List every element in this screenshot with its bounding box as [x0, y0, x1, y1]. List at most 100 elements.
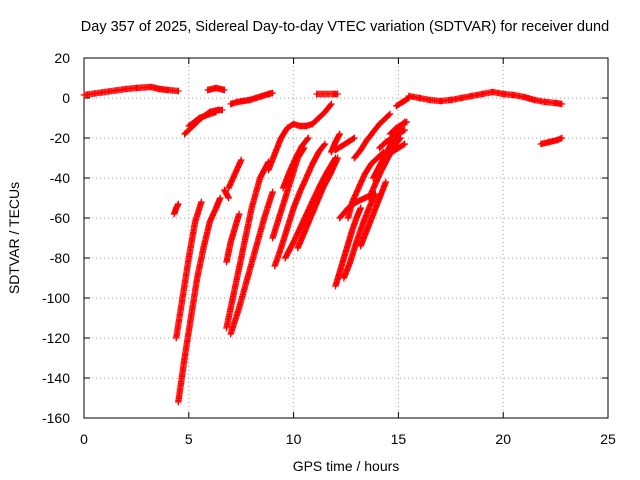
- data-point: [367, 160, 375, 168]
- y-tick-label: -160: [42, 410, 70, 426]
- data-point: [227, 330, 234, 338]
- data-point: [235, 210, 243, 218]
- x-tick-label: 5: [185, 431, 193, 447]
- data-point: [370, 210, 377, 218]
- data-point: [164, 86, 172, 94]
- data-point: [225, 194, 232, 202]
- data-series: [282, 154, 339, 262]
- data-point: [256, 174, 264, 182]
- data-point: [175, 398, 182, 406]
- data-point: [365, 204, 373, 212]
- data-point: [479, 90, 486, 98]
- data-point: [296, 122, 304, 130]
- data-point: [386, 130, 394, 138]
- data-point: [361, 170, 369, 178]
- data-series: [386, 118, 410, 138]
- data-point: [332, 282, 339, 290]
- data-point: [248, 204, 255, 212]
- data-point: [181, 354, 188, 362]
- data-point: [298, 142, 306, 150]
- data-point: [489, 88, 496, 96]
- data-point: [541, 98, 549, 106]
- data-point: [179, 294, 186, 302]
- data-series: [185, 108, 220, 130]
- data-point: [286, 168, 293, 176]
- data-point: [353, 238, 360, 246]
- data-point: [315, 148, 322, 156]
- data-point: [552, 99, 559, 107]
- data-point: [282, 254, 289, 262]
- data-point: [315, 114, 322, 122]
- data-point: [229, 294, 237, 302]
- data-series: [294, 154, 341, 252]
- data-series: [344, 148, 387, 222]
- data-point: [395, 144, 402, 152]
- data-point: [233, 98, 241, 106]
- data-point: [187, 314, 195, 322]
- data-point: [309, 120, 316, 128]
- data-point: [393, 124, 400, 132]
- data-point: [401, 140, 408, 148]
- data-point: [284, 224, 291, 232]
- data-point: [185, 122, 192, 130]
- data-point: [321, 90, 329, 98]
- data-point: [271, 150, 278, 158]
- data-point: [223, 324, 230, 332]
- data-point: [269, 89, 276, 97]
- data-point: [537, 140, 545, 148]
- data-point: [206, 110, 213, 118]
- data-point: [357, 242, 364, 250]
- data-series: [173, 198, 205, 342]
- data-point: [468, 92, 475, 100]
- x-tick-label: 10: [286, 431, 302, 447]
- data-point: [173, 334, 180, 342]
- data-point: [405, 92, 413, 100]
- data-point: [244, 274, 251, 282]
- data-series: [80, 83, 182, 99]
- data-point: [382, 154, 390, 162]
- data-point: [554, 136, 561, 144]
- data-point: [101, 88, 109, 96]
- data-series: [225, 156, 245, 192]
- data-series: [175, 194, 224, 406]
- data-point: [261, 214, 268, 222]
- data-point: [399, 120, 406, 128]
- data-point: [558, 100, 566, 108]
- data-point: [336, 214, 343, 222]
- data-series: [279, 134, 312, 192]
- data-point: [309, 160, 316, 168]
- data-point: [344, 240, 352, 248]
- data-point: [133, 84, 140, 92]
- data-point: [156, 85, 163, 93]
- data-point: [252, 244, 260, 252]
- data-point: [269, 188, 276, 196]
- data-point: [181, 130, 188, 138]
- data-point: [351, 134, 358, 142]
- data-series: [340, 190, 379, 282]
- data-point: [340, 274, 348, 282]
- data-point: [365, 194, 373, 202]
- data-point: [252, 94, 260, 102]
- data-point: [296, 188, 304, 196]
- data-series: [332, 204, 364, 290]
- data-point: [382, 114, 390, 122]
- data-series: [376, 126, 408, 152]
- data-point: [279, 184, 287, 192]
- data-series: [405, 88, 566, 108]
- data-point: [221, 86, 228, 94]
- data-point: [321, 108, 329, 116]
- data-point: [357, 204, 364, 212]
- data-point: [351, 154, 358, 162]
- data-point: [198, 198, 205, 206]
- data-point: [302, 224, 310, 232]
- data-point: [344, 138, 352, 146]
- y-tick-label: -60: [50, 210, 70, 226]
- data-point: [196, 114, 203, 122]
- data-point: [282, 194, 289, 202]
- data-point: [122, 85, 130, 93]
- data-point: [284, 124, 291, 132]
- axis-ticks: 0 5 10 15 20 25 20 0 -20 -40 -60 -80 -100 -120 -140 -16…: [42, 50, 616, 447]
- data-point: [363, 226, 371, 234]
